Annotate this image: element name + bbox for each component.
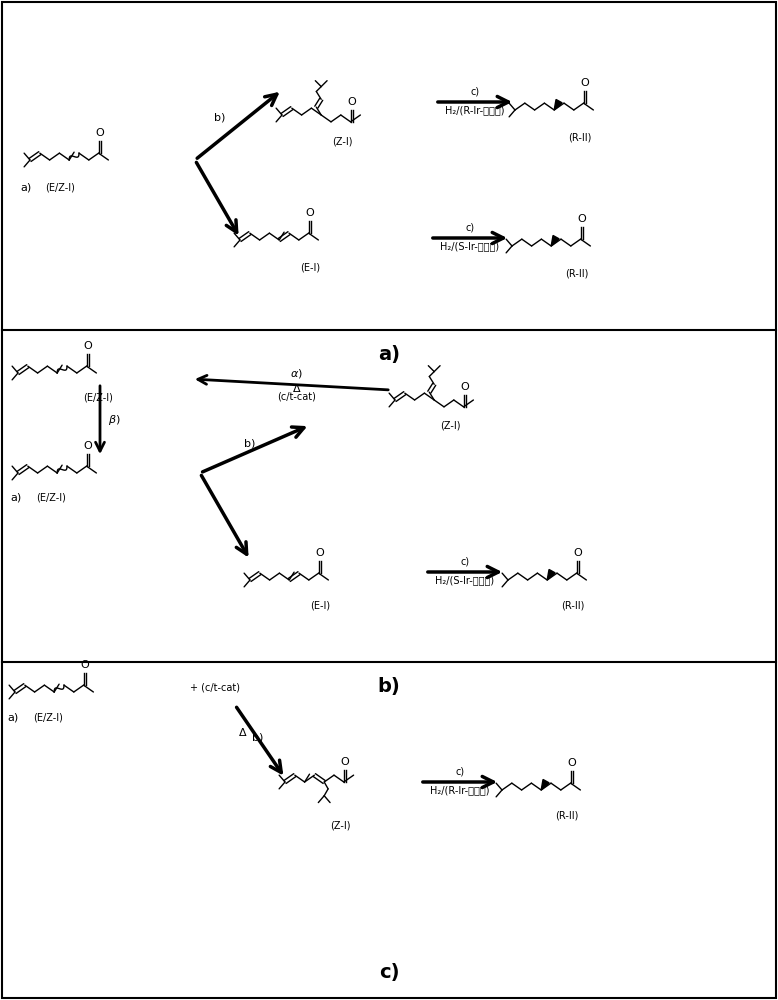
Text: (E/Z-I): (E/Z-I) — [33, 712, 63, 722]
Text: (E/Z-I): (E/Z-I) — [36, 493, 66, 503]
Text: O: O — [83, 441, 92, 451]
Text: a): a) — [20, 182, 31, 192]
Text: b): b) — [214, 113, 226, 123]
Text: (R-II): (R-II) — [568, 132, 592, 142]
Text: a): a) — [378, 345, 400, 364]
Text: (E/Z-I): (E/Z-I) — [83, 393, 113, 403]
Text: $\Delta$: $\Delta$ — [292, 381, 301, 393]
Text: O: O — [567, 758, 576, 768]
Text: c): c) — [471, 87, 479, 97]
Text: O: O — [577, 214, 586, 224]
Text: O: O — [80, 660, 89, 670]
Text: a): a) — [10, 493, 21, 503]
Polygon shape — [551, 235, 559, 246]
Text: c): c) — [461, 557, 470, 567]
Text: (Z-I): (Z-I) — [440, 420, 461, 430]
Text: H₂/(S-Ir-络合物): H₂/(S-Ir-络合物) — [436, 575, 495, 585]
Text: O: O — [580, 78, 589, 88]
Text: (E-I): (E-I) — [310, 600, 330, 610]
Text: b): b) — [244, 439, 256, 449]
Text: (Z-I): (Z-I) — [330, 820, 350, 830]
Text: b): b) — [252, 733, 264, 743]
Text: $\beta$): $\beta$) — [108, 413, 121, 427]
Text: O: O — [315, 548, 324, 558]
Text: $\alpha$): $\alpha$) — [290, 366, 303, 379]
Text: + (c/t-cat): + (c/t-cat) — [190, 682, 240, 692]
Text: O: O — [305, 208, 314, 218]
Text: O: O — [461, 382, 469, 392]
Text: c): c) — [379, 963, 399, 982]
Text: (R-II): (R-II) — [566, 268, 589, 278]
Text: O: O — [347, 97, 356, 107]
Polygon shape — [547, 569, 555, 580]
Polygon shape — [554, 99, 562, 110]
Text: a): a) — [7, 712, 18, 722]
Text: (c/t-cat): (c/t-cat) — [277, 391, 316, 401]
Text: (Z-I): (Z-I) — [331, 137, 352, 147]
Text: O: O — [573, 548, 582, 558]
Polygon shape — [541, 779, 549, 790]
Text: O: O — [95, 128, 104, 138]
Text: (R-II): (R-II) — [555, 810, 579, 820]
Text: (E-I): (E-I) — [300, 262, 320, 272]
Text: H₂/(R-Ir-络合物): H₂/(R-Ir-络合物) — [445, 105, 505, 115]
Text: $\Delta$: $\Delta$ — [239, 726, 248, 738]
Text: H₂/(R-Ir-络合物): H₂/(R-Ir-络合物) — [430, 785, 489, 795]
Text: O: O — [83, 341, 92, 351]
Text: b): b) — [377, 677, 401, 696]
Text: c): c) — [455, 767, 464, 777]
Text: (R-II): (R-II) — [561, 600, 585, 610]
Text: O: O — [341, 757, 349, 767]
Text: (E/Z-I): (E/Z-I) — [45, 182, 75, 192]
Text: c): c) — [465, 223, 475, 233]
Text: H₂/(S-Ir-络合物): H₂/(S-Ir-络合物) — [440, 241, 499, 251]
